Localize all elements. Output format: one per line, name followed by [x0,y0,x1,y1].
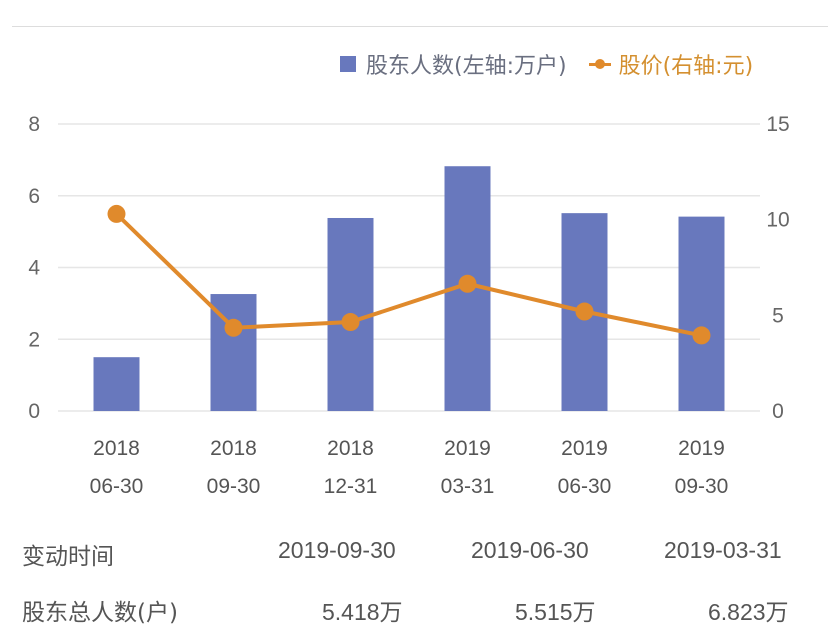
bar [678,216,725,411]
combo-chart: 0 2 4 6 8 0 5 10 15 2018 06-30 2018 09-30 2018 12-31 20… [28,113,789,498]
price-line [115,212,702,338]
x-axis-label: 12-31 [324,475,378,498]
x-axis-label: 2018 [327,437,374,460]
x-axis-label: 06-30 [558,475,612,498]
row-header-date: 变动时间 [22,544,114,570]
line-marker-icon [588,58,611,69]
left-axis-tick: 4 [28,257,40,280]
legend-item-shareholders: 股东人数(左轴:万户) [340,48,567,80]
table-cell: 6.823万 [708,599,789,625]
price-point [458,274,477,293]
table-cell: 2019-09-30 [278,537,396,563]
right-axis-tick: 0 [772,400,784,423]
x-axis-label: 09-30 [675,475,729,498]
left-axis-tick: 8 [28,113,40,136]
legend-label-shareholders: 股东人数(左轴:万户) [366,54,567,79]
x-axis-label: 06-30 [90,475,144,498]
legend-label-price: 股价(右轴:元) [618,54,754,79]
price-point [575,302,594,321]
left-axis-tick: 6 [28,185,40,208]
table-row-holders: 股东总人数(户) 5.418万 5.515万 6.823万 [0,581,828,637]
x-axis-label: 2019 [561,437,608,460]
right-axis-tick: 5 [772,304,784,327]
price-point [692,326,711,345]
bar [93,357,140,411]
table-cell: 2019-03-31 [664,537,782,563]
x-axis-label: 03-31 [441,475,495,498]
x-axis-label: 2018 [210,437,257,460]
table-row-date: 变动时间 2019-09-30 2019-06-30 2019-03-31 [0,525,828,581]
bar-swatch-icon [340,56,356,72]
top-divider [12,26,828,27]
left-axis-tick: 2 [28,328,40,351]
price-point [224,318,243,337]
left-axis-tick: 0 [28,400,40,423]
scroll-fade [788,525,828,630]
right-axis-tick: 15 [766,113,789,136]
shareholder-table: 变动时间 2019-09-30 2019-06-30 2019-03-31 股东… [0,525,828,637]
right-axis-tick: 10 [766,209,789,232]
table-cell: 5.515万 [515,599,596,625]
price-point [107,204,126,223]
x-axis-label: 2019 [444,437,491,460]
price-point [341,313,360,332]
table-cell: 5.418万 [322,599,403,625]
chart-legend: 股东人数(左轴:万户) 股价(右轴:元) [340,48,775,80]
x-axis-label: 2019 [678,437,725,460]
x-axis-label: 2018 [93,437,140,460]
legend-item-price: 股价(右轴:元) [588,48,754,80]
row-header-holders: 股东总人数(户) [22,600,178,626]
x-axis-label: 09-30 [207,475,261,498]
table-cell: 2019-06-30 [471,537,589,563]
